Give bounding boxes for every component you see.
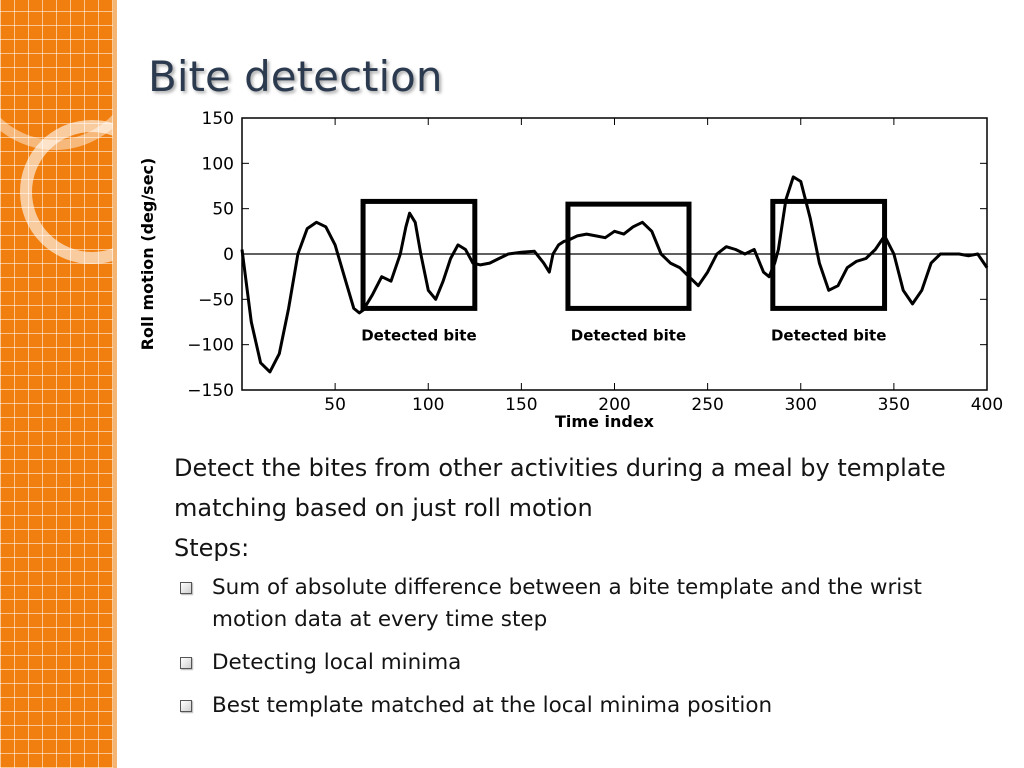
- x-tick-label: 50: [324, 395, 346, 415]
- detected-bite-label: Detected bite: [771, 327, 886, 345]
- checkbox-bullet-icon: [180, 582, 192, 594]
- series-line: [240, 175, 989, 374]
- list-item: Best template matched at the local minim…: [174, 690, 994, 722]
- description-paragraph: Detect the bites from other activities d…: [174, 454, 946, 522]
- x-tick-label: 300: [785, 395, 817, 415]
- x-tick-label: 400: [971, 395, 1003, 415]
- y-tick-label: 0: [223, 245, 234, 265]
- x-tick-label: 250: [691, 395, 723, 415]
- x-tick-label: 100: [412, 395, 444, 415]
- x-tick-label: 150: [505, 395, 537, 415]
- slide-title: Bite detection: [148, 52, 443, 101]
- slide-body: Detect the bites from other activities d…: [174, 448, 994, 733]
- side-band-edge: [113, 0, 117, 768]
- bullet-text: Best template matched at the local minim…: [212, 693, 773, 718]
- detected-bite-box: [770, 198, 888, 311]
- x-axis-label: Time index: [555, 412, 655, 431]
- list-item: Sum of absolute difference between a bit…: [174, 572, 994, 636]
- list-item: Detecting local minima: [174, 647, 994, 679]
- detected-bite-label: Detected bite: [571, 327, 686, 345]
- steps-label: Steps:: [174, 534, 250, 562]
- roll-motion-chart: 150 100 50 0 −50 −100 −150 50 100 150 200 250 300 350…: [138, 109, 1003, 431]
- y-tick-label: −150: [187, 381, 234, 401]
- y-tick-label: 150: [202, 109, 234, 129]
- y-tick-label: 50: [212, 200, 234, 220]
- x-tick-label: 200: [598, 395, 630, 415]
- checkbox-bullet-icon: [180, 700, 192, 712]
- y-tick-label: 100: [202, 154, 234, 174]
- x-tick-label: 350: [878, 395, 910, 415]
- y-tick-label: −100: [187, 336, 234, 356]
- steps-list: Sum of absolute difference between a bit…: [174, 572, 994, 722]
- checkbox-bullet-icon: [180, 657, 192, 669]
- detected-bite-label: Detected bite: [361, 327, 476, 345]
- bullet-text: Sum of absolute difference between a bit…: [212, 575, 922, 632]
- decorative-side-band: [0, 0, 113, 768]
- y-axis-label: Roll motion (deg/sec): [138, 158, 157, 351]
- y-tick-label: −50: [198, 290, 234, 310]
- bullet-text: Detecting local minima: [212, 650, 462, 675]
- detected-bite-box: [565, 201, 692, 311]
- detected-bite-box: [360, 198, 478, 311]
